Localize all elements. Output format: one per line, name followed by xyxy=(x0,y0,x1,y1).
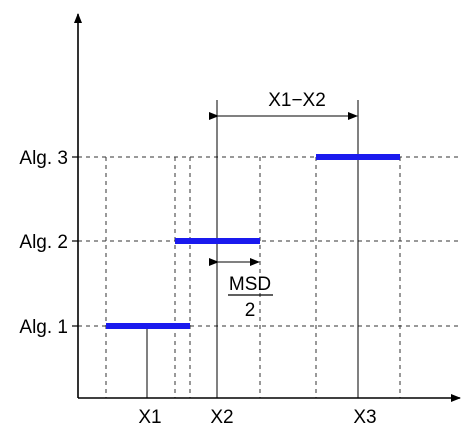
x-label-x1: X1 xyxy=(138,407,161,427)
msd-numerator: MSD xyxy=(229,274,271,295)
msd-denominator: 2 xyxy=(245,300,256,321)
x-label-x3: X3 xyxy=(353,407,376,427)
horizontal-grid-lines xyxy=(78,156,460,327)
y-label-alg3: Alg. 3 xyxy=(19,148,68,169)
center-lines xyxy=(146,100,359,398)
y-axis-ticks xyxy=(72,156,78,327)
interval-bars xyxy=(106,154,400,329)
y-label-alg2: Alg. 2 xyxy=(19,232,68,253)
vertical-grid-lines xyxy=(105,157,401,398)
x-label-x2: X2 xyxy=(210,407,233,427)
y-label-alg1: Alg. 1 xyxy=(19,317,68,338)
difference-label: X1−X2 xyxy=(268,90,326,111)
